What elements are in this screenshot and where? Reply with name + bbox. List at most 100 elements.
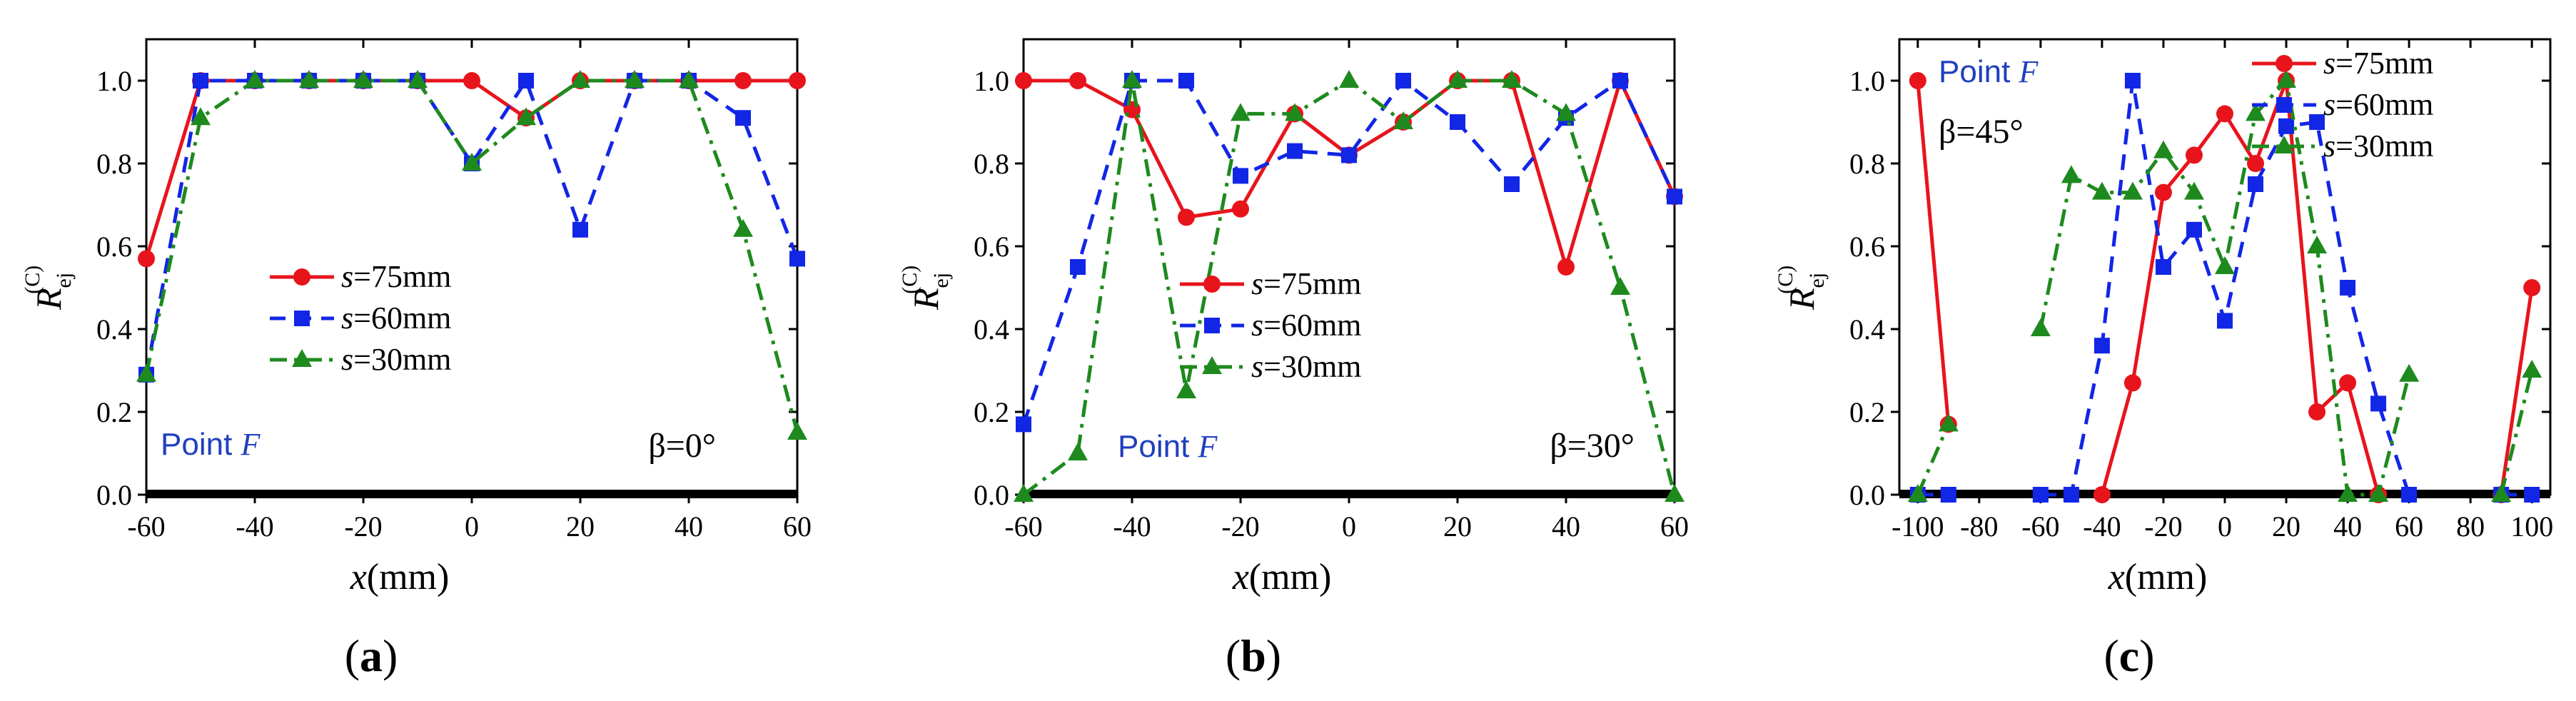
data-point [1557,258,1575,276]
data-point [1504,176,1520,192]
y-axis-label: Rej(C) [1774,266,1829,311]
data-point [1393,111,1413,129]
legend-marker [2276,97,2292,113]
data-point [1016,416,1031,433]
svg-text:Rej(C): Rej(C) [1774,266,1829,311]
data-point [2122,181,2143,200]
x-tick-label: -60 [1004,510,1042,543]
data-point [1233,168,1248,184]
data-point [2032,487,2049,503]
svg-text:Rej(C): Rej(C) [21,266,76,311]
x-tick-label: -60 [127,510,165,543]
data-point [787,422,807,440]
x-tick-label: 60 [2395,510,2423,543]
data-point [2276,70,2297,88]
series-2 [136,70,807,440]
y-tick-label: 1.0 [974,65,1009,97]
y-tick-label: 0.8 [1849,148,1885,180]
y-tick-label: 0.0 [974,479,1009,511]
data-point [2186,221,2202,238]
panel-caption: (a) [345,630,398,681]
x-axis-label: x(mm) [2108,557,2208,597]
data-point [789,251,805,267]
data-point [2093,486,2111,503]
data-point [735,110,751,126]
x-tick-label: -20 [1221,510,1259,543]
data-point [2278,118,2295,134]
data-point [1070,259,1086,275]
data-point [2215,256,2235,274]
data-point [2523,279,2541,296]
chart-panel-b: -60 -40 -20 0 20 40 60 0.0 0.2 0.4 0.6 0.8 1.0 s=75mm… [898,38,1689,681]
legend: s=75mm s=60mm s=30mm [1180,266,1361,384]
x-tick-label: -100 [1891,510,1944,543]
x-tick-label: 0 [2218,510,2232,543]
legend-label: s=30mm [2323,128,2433,163]
data-point [1068,443,1088,460]
data-point [463,72,480,89]
data-point [1069,72,1086,89]
series-line [1916,423,1951,495]
data-point [2123,374,2141,392]
y-tick-label: 0.4 [974,313,1009,346]
data-point [2216,105,2233,123]
data-point [245,70,265,88]
data-point [2061,165,2081,183]
y-tick-label: 0.8 [96,148,132,180]
data-point [2246,103,2266,121]
data-point [2340,280,2356,296]
x-tick-label: -40 [2083,510,2121,543]
legend-label: s=75mm [341,259,451,294]
legend-marker [2276,55,2293,72]
legend-marker [2274,136,2294,153]
data-point [1122,70,1142,88]
y-tick-label: 0.0 [96,479,132,511]
x-tick-label: 20 [2272,510,2300,543]
data-point [518,73,534,89]
data-point [193,73,208,89]
data-point [1450,114,1465,130]
data-point [2185,146,2203,164]
series-1 [138,73,805,383]
panel-caption: (c) [2103,630,2154,681]
data-point [1176,380,1196,398]
data-point [679,70,699,88]
panel-caption: (b) [1226,630,1281,681]
beta-annotation: β=0° [648,427,716,465]
x-tick-label: -60 [2021,510,2059,543]
x-tick-label: -40 [1113,510,1151,543]
x-tick-label: -20 [2144,510,2182,543]
y-tick-label: 0.6 [96,231,132,263]
data-point [2030,318,2051,336]
x-tick-label: 20 [566,510,595,543]
data-point [2183,181,2204,200]
data-point [570,70,590,88]
data-point [1231,103,1251,121]
series-line [2499,370,2534,495]
data-point [2491,484,2512,502]
data-point [2063,487,2079,503]
data-point [2338,484,2358,502]
svg-text:Rej(C): Rej(C) [898,266,953,311]
legend: s=75mm s=60mm s=30mm [270,259,451,377]
data-point [2217,313,2233,329]
data-point [299,70,319,88]
legend-marker [292,349,312,367]
point-annotation: Point F [1939,54,2039,89]
legend-label: s=60mm [341,301,451,336]
data-point [2247,155,2265,172]
x-axis-label: x(mm) [350,557,450,597]
y-tick-label: 0.2 [974,396,1009,428]
x-axis-baseline [146,490,797,498]
data-point [408,70,428,88]
data-point [2309,114,2325,130]
x-tick-label: 20 [1443,510,1472,543]
data-point [136,363,156,382]
series-line [144,76,799,375]
series-line [1916,80,1951,425]
data-point [1938,413,1959,432]
legend-label: s=30mm [1251,349,1361,384]
data-point [2522,360,2542,378]
legend-marker [1204,318,1220,333]
data-point [2399,363,2420,382]
